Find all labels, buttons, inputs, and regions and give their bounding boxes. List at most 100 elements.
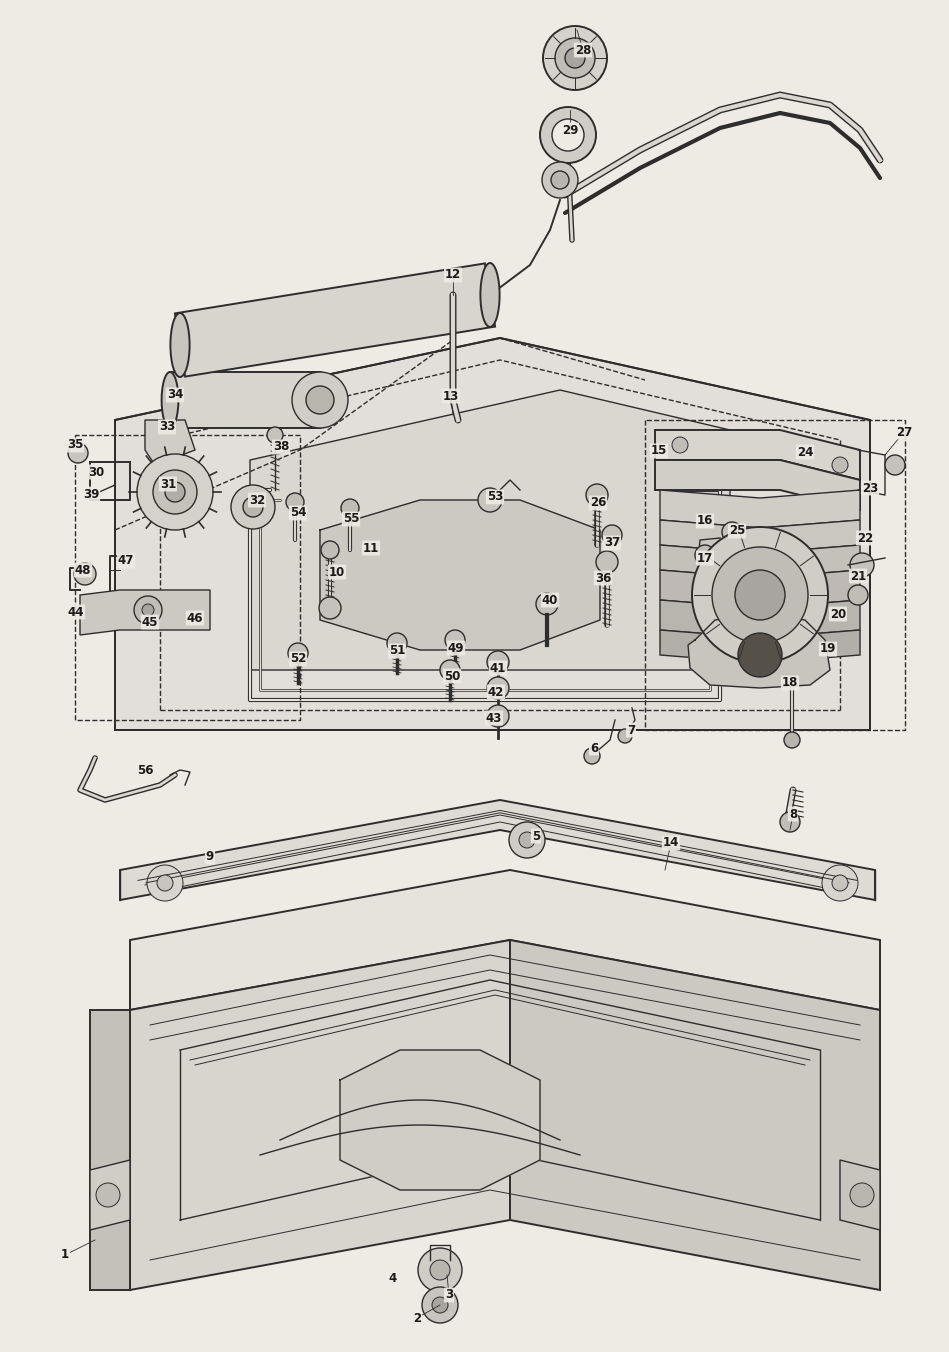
Circle shape: [387, 633, 407, 653]
Polygon shape: [120, 800, 875, 900]
Polygon shape: [660, 630, 860, 662]
Circle shape: [848, 585, 868, 604]
Circle shape: [418, 1248, 462, 1293]
Circle shape: [780, 813, 800, 831]
Ellipse shape: [480, 264, 499, 327]
Polygon shape: [660, 489, 860, 529]
Polygon shape: [130, 869, 880, 1010]
Polygon shape: [340, 1051, 540, 1190]
Ellipse shape: [311, 372, 328, 429]
Text: 54: 54: [289, 507, 307, 519]
Circle shape: [555, 38, 595, 78]
Circle shape: [565, 49, 585, 68]
Text: 41: 41: [490, 661, 506, 675]
Circle shape: [586, 484, 608, 506]
Circle shape: [306, 387, 334, 414]
Circle shape: [672, 437, 688, 453]
Circle shape: [885, 456, 905, 475]
Circle shape: [292, 372, 348, 429]
Text: 7: 7: [627, 723, 635, 737]
Circle shape: [850, 553, 874, 577]
Text: 24: 24: [797, 446, 813, 458]
Circle shape: [422, 1287, 458, 1324]
Circle shape: [96, 1183, 120, 1207]
Circle shape: [286, 493, 304, 511]
Text: 15: 15: [651, 445, 667, 457]
Polygon shape: [655, 430, 860, 480]
Text: 49: 49: [448, 641, 464, 654]
Circle shape: [487, 677, 509, 699]
Circle shape: [341, 499, 359, 516]
Circle shape: [832, 875, 848, 891]
Text: 53: 53: [487, 491, 503, 503]
Text: 27: 27: [896, 426, 912, 438]
Circle shape: [243, 498, 263, 516]
Text: 8: 8: [789, 807, 797, 821]
Circle shape: [519, 831, 535, 848]
Circle shape: [540, 107, 596, 164]
Circle shape: [487, 652, 509, 673]
Text: 2: 2: [413, 1311, 421, 1325]
Text: 36: 36: [595, 572, 611, 584]
Circle shape: [735, 571, 785, 621]
Text: 56: 56: [137, 764, 153, 776]
Text: 1: 1: [61, 1248, 69, 1261]
Polygon shape: [655, 460, 860, 510]
Text: 11: 11: [363, 542, 379, 554]
Circle shape: [596, 552, 618, 573]
Circle shape: [722, 522, 742, 542]
Circle shape: [509, 822, 545, 859]
Circle shape: [692, 527, 828, 662]
Text: 51: 51: [389, 645, 405, 657]
Polygon shape: [320, 500, 600, 650]
Circle shape: [695, 545, 715, 565]
Circle shape: [712, 548, 808, 644]
Circle shape: [165, 483, 185, 502]
Text: 23: 23: [862, 481, 878, 495]
Polygon shape: [175, 264, 495, 377]
Polygon shape: [90, 1010, 130, 1290]
Circle shape: [618, 729, 632, 744]
Circle shape: [157, 875, 173, 891]
Text: 46: 46: [187, 611, 203, 625]
Circle shape: [231, 485, 275, 529]
Text: 32: 32: [249, 493, 265, 507]
Text: 34: 34: [167, 388, 183, 402]
Circle shape: [552, 119, 584, 151]
Circle shape: [543, 26, 607, 91]
Text: 5: 5: [531, 830, 540, 842]
Text: 19: 19: [820, 642, 836, 656]
Text: 33: 33: [158, 420, 176, 434]
Polygon shape: [660, 545, 860, 579]
Ellipse shape: [171, 314, 190, 377]
Text: 44: 44: [67, 606, 84, 618]
Circle shape: [153, 470, 197, 514]
Polygon shape: [170, 372, 320, 429]
Text: 17: 17: [697, 552, 713, 565]
Circle shape: [321, 541, 339, 558]
Polygon shape: [90, 1160, 130, 1230]
Text: 40: 40: [542, 594, 558, 607]
Text: 37: 37: [604, 537, 620, 549]
Text: 22: 22: [857, 531, 873, 545]
Circle shape: [551, 170, 569, 189]
Text: 38: 38: [272, 441, 289, 453]
Circle shape: [142, 604, 154, 617]
Polygon shape: [130, 940, 510, 1290]
Circle shape: [584, 748, 600, 764]
Text: 4: 4: [389, 1271, 397, 1284]
Text: 13: 13: [443, 389, 459, 403]
Circle shape: [832, 457, 848, 473]
Circle shape: [850, 1183, 874, 1207]
Text: 45: 45: [141, 615, 158, 629]
Circle shape: [319, 598, 341, 619]
Text: 43: 43: [486, 711, 502, 725]
Circle shape: [288, 644, 308, 662]
Circle shape: [147, 865, 183, 900]
Circle shape: [74, 562, 96, 585]
Text: 50: 50: [444, 669, 460, 683]
Text: 48: 48: [75, 564, 91, 576]
Polygon shape: [145, 420, 195, 465]
Text: 31: 31: [159, 477, 177, 491]
Text: 14: 14: [662, 837, 679, 849]
